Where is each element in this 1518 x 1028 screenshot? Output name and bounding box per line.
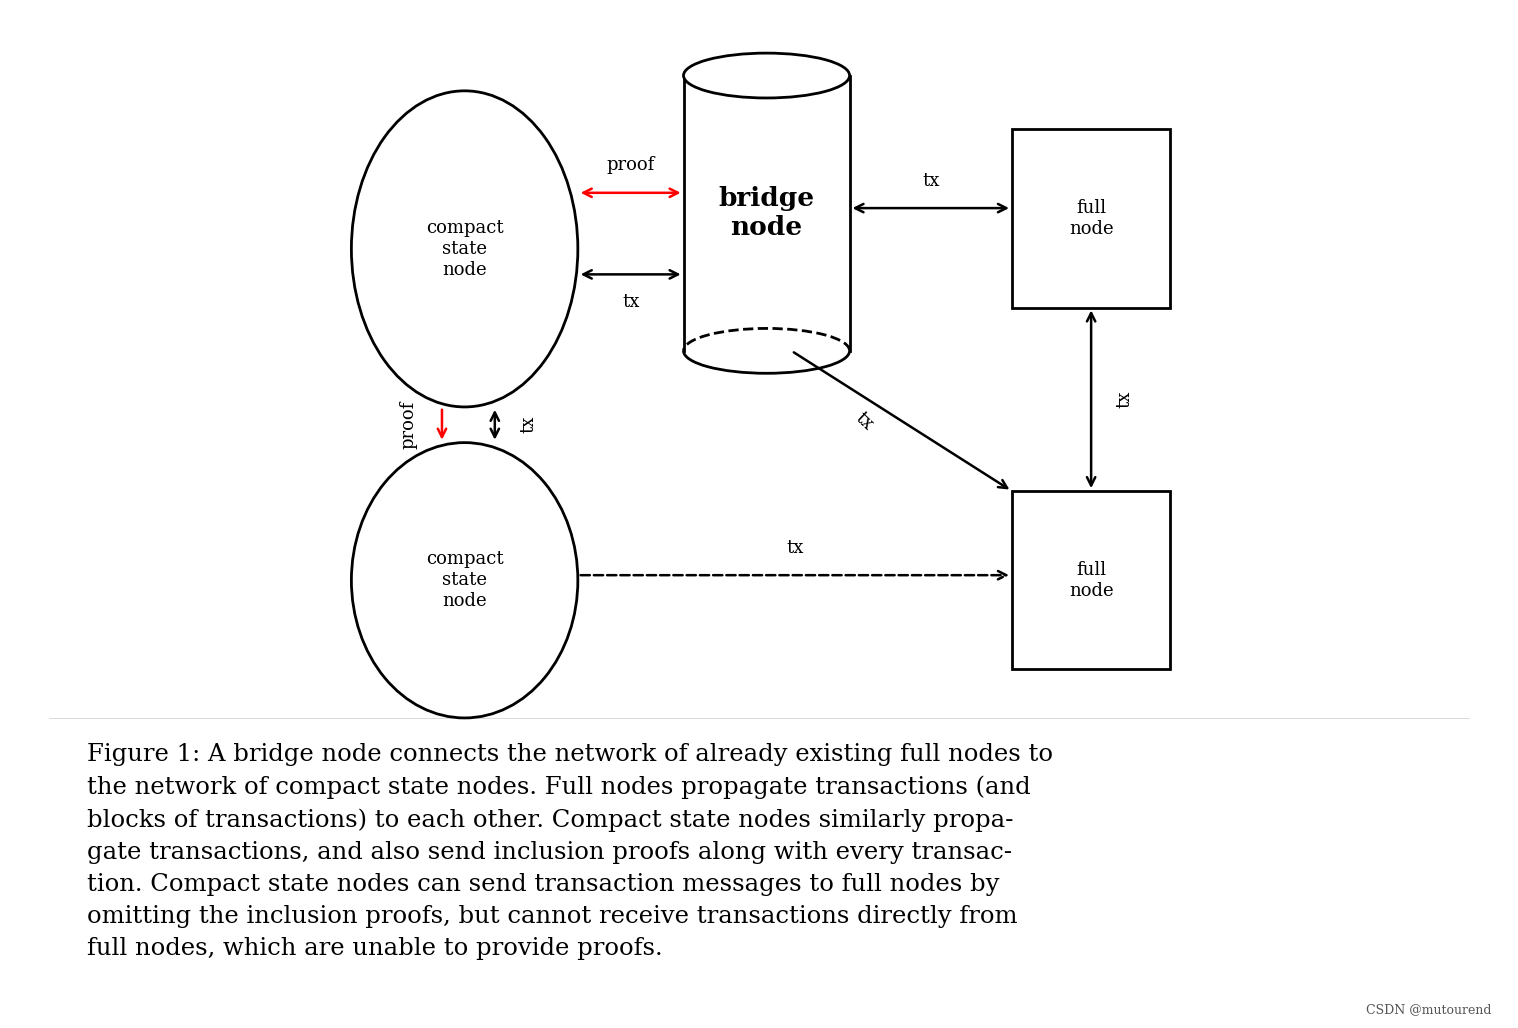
- Ellipse shape: [351, 443, 578, 718]
- Text: tx: tx: [786, 539, 803, 557]
- Text: CSDN @mutourend: CSDN @mutourend: [1366, 1002, 1491, 1016]
- Text: tx: tx: [921, 172, 940, 190]
- Bar: [1013, 130, 1170, 307]
- Text: compact
state
node: compact state node: [427, 219, 504, 279]
- Text: proof: proof: [607, 156, 654, 175]
- Text: bridge
node: bridge node: [718, 186, 815, 241]
- Ellipse shape: [351, 90, 578, 407]
- Text: full
node: full node: [1069, 198, 1113, 237]
- Bar: [1013, 491, 1170, 669]
- Text: compact
state
node: compact state node: [427, 550, 504, 610]
- Text: tx: tx: [519, 416, 537, 434]
- Text: tx: tx: [852, 408, 876, 434]
- Ellipse shape: [683, 53, 850, 98]
- Text: full
node: full node: [1069, 561, 1113, 599]
- Text: tx: tx: [622, 293, 639, 310]
- Text: proof: proof: [399, 401, 417, 449]
- Text: Figure 1: A bridge node connects the network of already existing full nodes to
t: Figure 1: A bridge node connects the net…: [87, 743, 1053, 960]
- Text: tx: tx: [1116, 391, 1134, 408]
